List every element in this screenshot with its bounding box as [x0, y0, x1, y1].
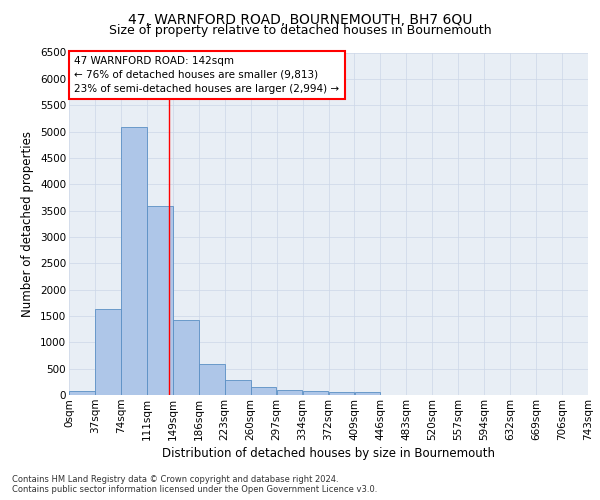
Bar	[277, 390, 302, 395]
Bar	[199, 364, 224, 395]
Bar	[173, 320, 199, 395]
Bar	[121, 128, 147, 395]
Bar	[329, 392, 355, 395]
Text: 47, WARNFORD ROAD, BOURNEMOUTH, BH7 6QU: 47, WARNFORD ROAD, BOURNEMOUTH, BH7 6QU	[128, 12, 472, 26]
Text: Contains HM Land Registry data © Crown copyright and database right 2024.: Contains HM Land Registry data © Crown c…	[12, 475, 338, 484]
Bar	[355, 392, 380, 395]
Bar	[225, 380, 251, 395]
Bar	[69, 392, 95, 395]
Text: Contains public sector information licensed under the Open Government Licence v3: Contains public sector information licen…	[12, 485, 377, 494]
X-axis label: Distribution of detached houses by size in Bournemouth: Distribution of detached houses by size …	[162, 447, 495, 460]
Bar	[95, 309, 121, 395]
Bar	[147, 206, 173, 395]
Text: Size of property relative to detached houses in Bournemouth: Size of property relative to detached ho…	[109, 24, 491, 37]
Y-axis label: Number of detached properties: Number of detached properties	[22, 130, 34, 317]
Bar	[302, 392, 328, 395]
Text: 47 WARNFORD ROAD: 142sqm
← 76% of detached houses are smaller (9,813)
23% of sem: 47 WARNFORD ROAD: 142sqm ← 76% of detach…	[74, 56, 340, 94]
Bar	[251, 388, 277, 395]
